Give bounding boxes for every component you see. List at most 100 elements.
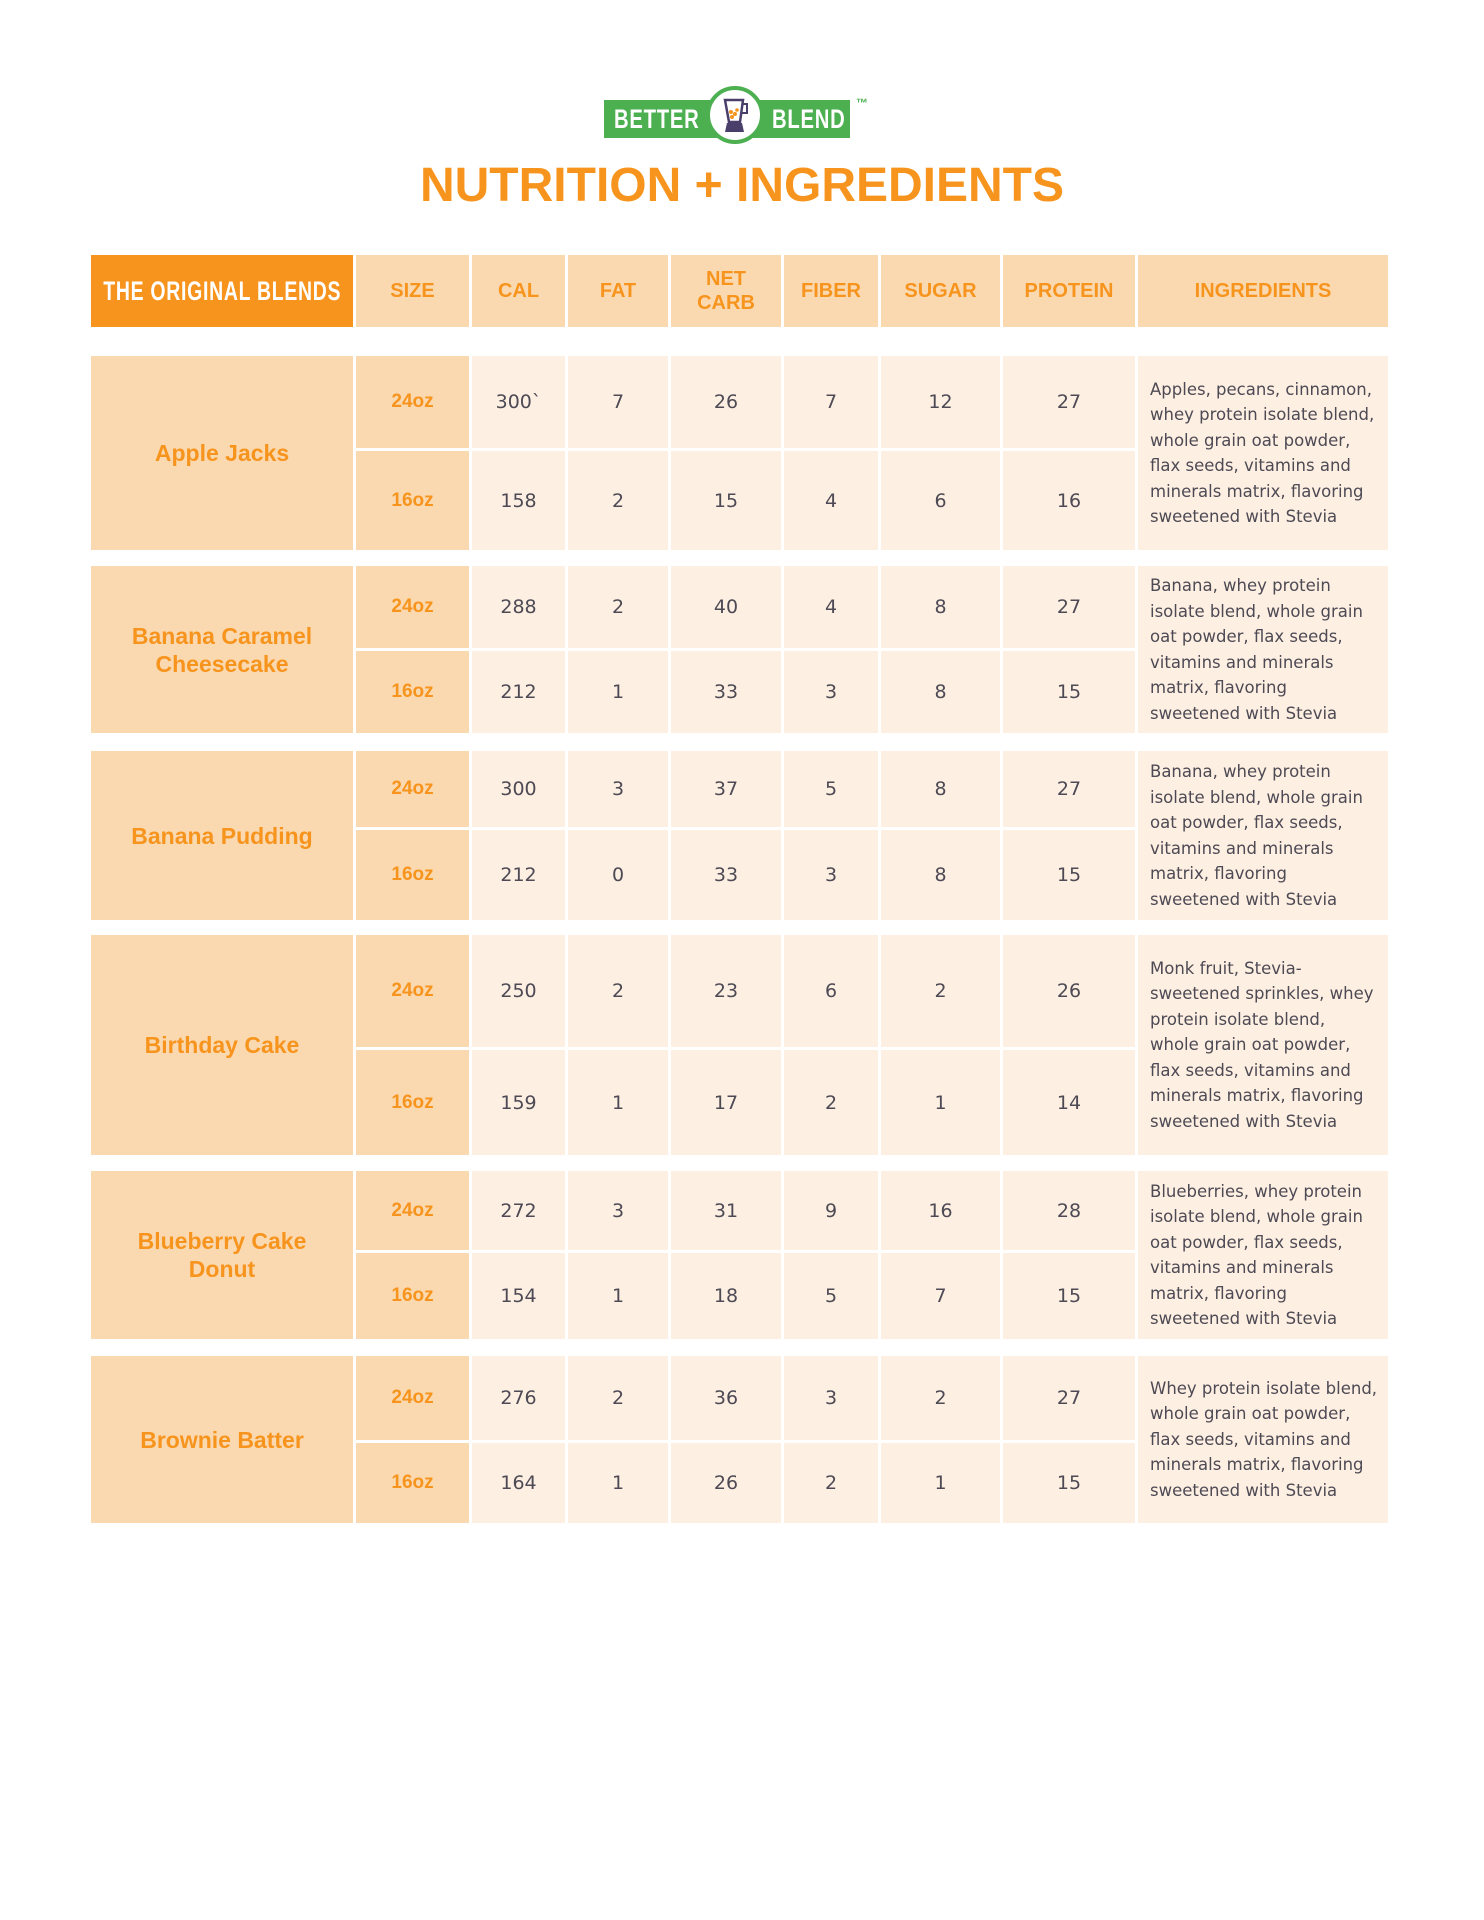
- net-carb-header: NET CARB: [671, 255, 781, 327]
- fiber-cell: 2: [784, 1050, 878, 1155]
- net-carb-cell: 17: [671, 1050, 781, 1155]
- size-cell: 24oz: [356, 356, 469, 448]
- sugar-cell: 8: [881, 751, 1000, 827]
- header-label: FIBER: [801, 280, 861, 302]
- sugar-cell: 16: [881, 1171, 1000, 1250]
- logo-left-word: BETTER: [614, 104, 700, 134]
- size-cell: 16oz: [356, 830, 469, 920]
- blend-group: Banana Pudding 24oz 300 3 37 5 8 27 16oz 212 0 33 3 8…: [91, 751, 1388, 920]
- ingredients-cell: Monk fruit, Stevia-sweetened sprinkles, …: [1138, 935, 1388, 1155]
- cal-cell: 159: [472, 1050, 565, 1155]
- cal-cell: 300`: [472, 356, 565, 448]
- fiber-cell: 3: [784, 830, 878, 920]
- net-carb-cell: 26: [671, 356, 781, 448]
- size-cell: 16oz: [356, 651, 469, 733]
- fiber-cell: 3: [784, 651, 878, 733]
- protein-header: PROTEIN: [1003, 255, 1135, 327]
- net-carb-cell: 15: [671, 451, 781, 550]
- sugar-cell: 8: [881, 830, 1000, 920]
- logo-right-word: BLEND: [772, 104, 846, 134]
- cal-cell: 288: [472, 566, 565, 648]
- protein-cell: 26: [1003, 935, 1135, 1047]
- ingredients-header: INGREDIENTS: [1138, 255, 1388, 327]
- blend-name: Apple Jacks: [91, 356, 353, 550]
- net-carb-cell: 33: [671, 830, 781, 920]
- header-label: PROTEIN: [1024, 280, 1114, 302]
- size-cell: 16oz: [356, 1253, 469, 1339]
- protein-cell: 15: [1003, 651, 1135, 733]
- fat-cell: 2: [568, 1356, 668, 1440]
- fiber-cell: 9: [784, 1171, 878, 1250]
- fiber-header: FIBER: [784, 255, 878, 327]
- size-cell: 16oz: [356, 1443, 469, 1523]
- fat-cell: 2: [568, 451, 668, 550]
- protein-cell: 15: [1003, 1253, 1135, 1339]
- fiber-cell: 3: [784, 1356, 878, 1440]
- net-carb-cell: 18: [671, 1253, 781, 1339]
- size-cell: 16oz: [356, 451, 469, 550]
- size-header: SIZE: [356, 255, 469, 327]
- net-carb-cell: 40: [671, 566, 781, 648]
- size-cell: 24oz: [356, 935, 469, 1047]
- blend-name: Birthday Cake: [91, 935, 353, 1155]
- fat-cell: 3: [568, 751, 668, 827]
- cal-cell: 300: [472, 751, 565, 827]
- size-cell: 24oz: [356, 1171, 469, 1250]
- net-carb-cell: 36: [671, 1356, 781, 1440]
- ingredients-cell: Apples, pecans, cinnamon, whey protein i…: [1138, 356, 1388, 550]
- blend-name: Blueberry Cake Donut: [91, 1171, 353, 1339]
- fat-cell: 1: [568, 1443, 668, 1523]
- sugar-cell: 12: [881, 356, 1000, 448]
- sugar-cell: 2: [881, 1356, 1000, 1440]
- protein-cell: 15: [1003, 830, 1135, 920]
- fat-cell: 1: [568, 1253, 668, 1339]
- fat-header: FAT: [568, 255, 668, 327]
- cal-cell: 272: [472, 1171, 565, 1250]
- cal-header: CAL: [472, 255, 565, 327]
- fat-cell: 7: [568, 356, 668, 448]
- protein-cell: 15: [1003, 1443, 1135, 1523]
- ingredients-cell: Whey protein isolate blend, whole grain …: [1138, 1356, 1388, 1523]
- sugar-cell: 6: [881, 451, 1000, 550]
- fat-cell: 2: [568, 566, 668, 648]
- page-title: NUTRITION + INGREDIENTS: [419, 159, 1065, 212]
- trademark: ™: [856, 96, 868, 110]
- protein-cell: 16: [1003, 451, 1135, 550]
- blend-name: Banana Pudding: [91, 751, 353, 920]
- header-label: CAL: [497, 280, 540, 302]
- fiber-cell: 5: [784, 751, 878, 827]
- net-carb-cell: 37: [671, 751, 781, 827]
- table-header: THE ORIGINAL BLENDS SIZE CAL FAT NET CARB FIB…: [91, 255, 1388, 327]
- blends-header: THE ORIGINAL BLENDS: [91, 255, 353, 327]
- size-cell: 24oz: [356, 1356, 469, 1440]
- sugar-cell: 8: [881, 651, 1000, 733]
- fat-cell: 1: [568, 651, 668, 733]
- protein-cell: 27: [1003, 1356, 1135, 1440]
- sugar-cell: 7: [881, 1253, 1000, 1339]
- sugar-cell: 2: [881, 935, 1000, 1047]
- fat-cell: 1: [568, 1050, 668, 1155]
- cal-cell: 250: [472, 935, 565, 1047]
- blend-group: Birthday Cake 24oz 250 2 23 6 2 26 16oz 159 1 17 2 1 1…: [91, 935, 1388, 1155]
- fiber-cell: 4: [784, 566, 878, 648]
- protein-cell: 14: [1003, 1050, 1135, 1155]
- protein-cell: 27: [1003, 566, 1135, 648]
- header-label: SIZE: [390, 280, 435, 302]
- cal-cell: 212: [472, 830, 565, 920]
- protein-cell: 27: [1003, 751, 1135, 827]
- blend-name: Brownie Batter: [91, 1356, 353, 1523]
- cal-cell: 212: [472, 651, 565, 733]
- cal-cell: 154: [472, 1253, 565, 1339]
- ingredients-cell: Banana, whey protein isolate blend, whol…: [1138, 566, 1388, 733]
- blend-group: Apple Jacks 24oz 300` 7 26 7 12 27 16oz 158 2 15 4 6 1…: [91, 356, 1388, 550]
- sugar-header: SUGAR: [881, 255, 1000, 327]
- protein-cell: 27: [1003, 356, 1135, 448]
- ingredients-cell: Banana, whey protein isolate blend, whol…: [1138, 751, 1388, 920]
- better-blend-logo: BETTER BLEND ™: [604, 86, 894, 152]
- header-label: THE ORIGINAL BLENDS: [103, 276, 341, 306]
- header-label: SUGAR: [904, 280, 977, 302]
- sugar-cell: 1: [881, 1050, 1000, 1155]
- fat-cell: 3: [568, 1171, 668, 1250]
- cal-cell: 164: [472, 1443, 565, 1523]
- fiber-cell: 7: [784, 356, 878, 448]
